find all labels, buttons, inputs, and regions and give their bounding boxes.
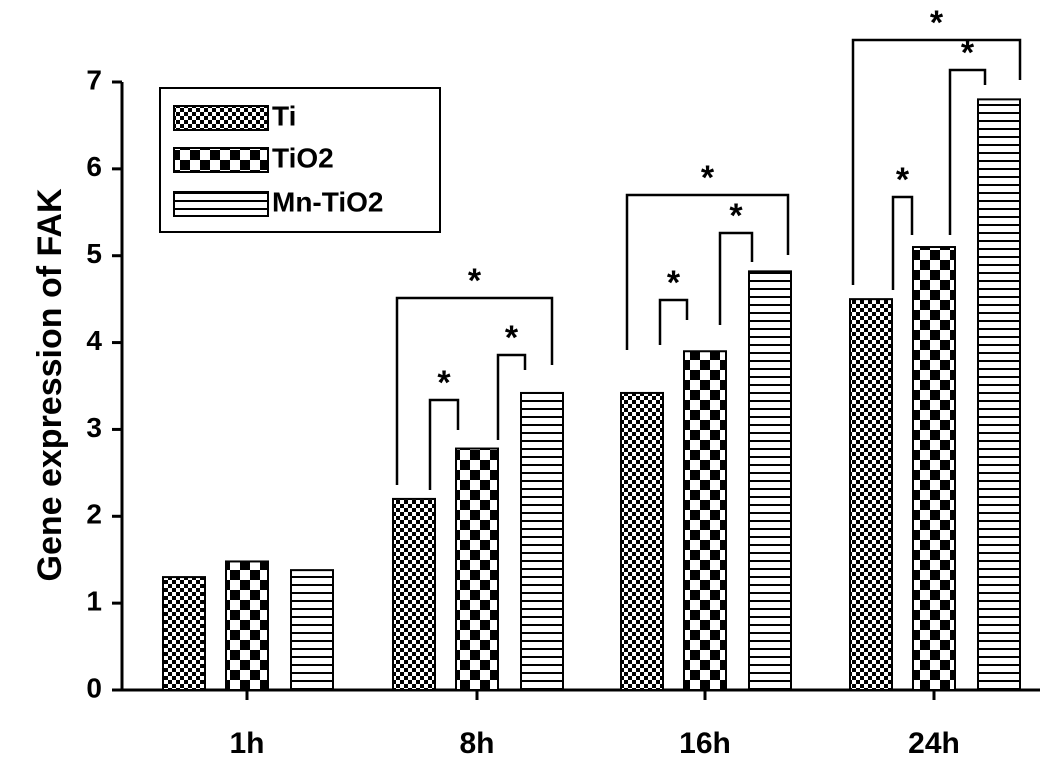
x-tick-label: 24h <box>908 727 960 760</box>
significance-bracket <box>625 193 790 350</box>
significance-star: * <box>468 262 482 300</box>
significance-star: * <box>667 264 681 302</box>
x-tick-label: 16h <box>679 727 731 760</box>
bar <box>290 569 334 691</box>
bar <box>162 576 206 691</box>
significance-star: * <box>896 161 910 199</box>
bar <box>912 246 956 691</box>
x-tick-label: 8h <box>459 727 494 760</box>
y-tick-label: 5 <box>86 238 102 269</box>
bar <box>520 391 564 691</box>
bar <box>748 270 792 691</box>
y-axis-title: Gene expression of FAK <box>31 188 69 581</box>
y-tick-label: 7 <box>86 64 102 95</box>
y-tick-label: 0 <box>86 672 102 703</box>
bar <box>392 497 436 691</box>
significance-star: * <box>701 159 715 197</box>
bar <box>455 447 499 691</box>
significance-bracket <box>395 296 554 485</box>
significance-star: * <box>437 364 451 402</box>
significance-star: * <box>505 319 519 357</box>
significance-bracket <box>496 353 527 440</box>
y-tick-label: 6 <box>86 151 102 182</box>
significance-star: * <box>729 197 743 235</box>
y-tick-label: 4 <box>86 325 102 356</box>
significance-bracket <box>891 195 914 290</box>
y-tick-label: 2 <box>86 499 102 530</box>
significance-bracket <box>948 68 987 235</box>
significance-bracket <box>658 298 689 345</box>
significance-star: * <box>961 34 975 72</box>
bar <box>977 98 1021 692</box>
bar <box>620 391 664 691</box>
legend-swatch <box>173 147 269 173</box>
significance-star: * <box>930 4 944 42</box>
x-tick-label: 1h <box>229 727 264 760</box>
legend-label: Ti <box>272 100 296 131</box>
legend-swatch <box>173 105 269 131</box>
y-tick-label: 1 <box>86 586 102 617</box>
significance-bracket <box>851 38 1022 285</box>
significance-bracket <box>718 231 754 325</box>
legend-label: TiO2 <box>272 142 334 173</box>
bar <box>683 350 727 691</box>
bar <box>225 560 269 691</box>
legend-label: Mn-TiO2 <box>272 186 383 217</box>
significance-bracket <box>428 398 460 490</box>
y-tick-label: 3 <box>86 412 102 443</box>
legend-swatch <box>173 191 269 217</box>
bar <box>849 298 893 691</box>
